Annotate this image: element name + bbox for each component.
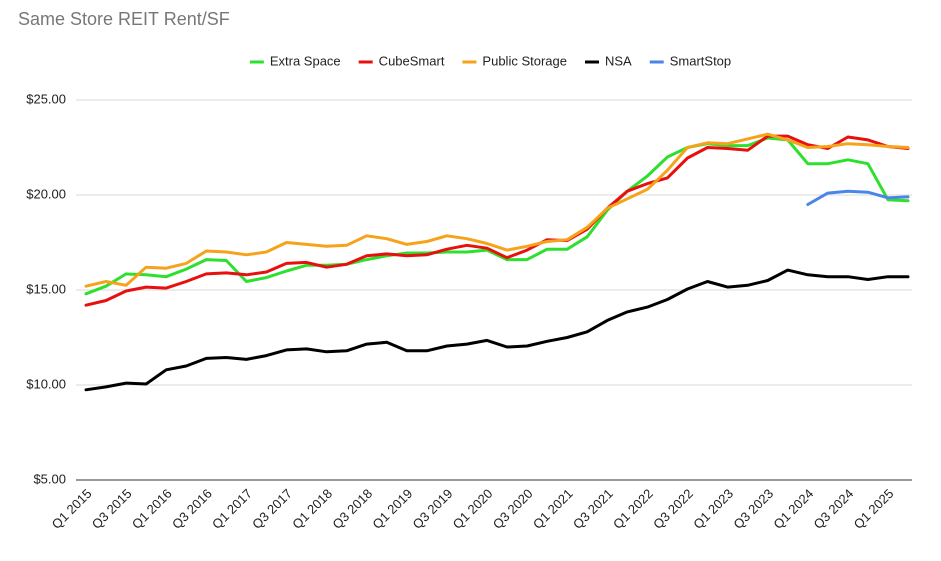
legend-item: CubeSmart	[358, 53, 445, 68]
legend-label: SmartStop	[670, 53, 731, 68]
x-tick-label: Q3 2017	[249, 486, 295, 532]
x-tick-label: Q1 2018	[289, 486, 335, 532]
series-line	[84, 268, 910, 392]
legend-label: Public Storage	[482, 53, 567, 68]
x-tick-label: Q1 2020	[450, 486, 496, 532]
x-tick-label: Q3 2020	[490, 486, 536, 532]
x-tick-label: Q1 2019	[369, 486, 415, 532]
series-line	[84, 134, 910, 307]
x-tick-label: Q3 2023	[730, 486, 776, 532]
series-line	[84, 132, 910, 288]
y-tick-label: $5.00	[33, 471, 66, 486]
x-tick-label: Q3 2019	[410, 486, 456, 532]
x-tick-label: Q1 2024	[770, 486, 816, 532]
x-tick-label: Q1 2025	[851, 486, 897, 532]
x-tick-label: Q3 2018	[329, 486, 375, 532]
series-line	[806, 189, 910, 206]
x-tick-label: Q3 2015	[89, 486, 135, 532]
x-tick-label: Q1 2017	[209, 486, 255, 532]
y-tick-label: $25.00	[26, 91, 66, 106]
legend-item: Extra Space	[249, 53, 341, 68]
legend-item: NSA	[584, 53, 632, 68]
y-tick-label: $20.00	[26, 186, 66, 201]
legend: Extra Space CubeSmart Public Storage NSA Sma…	[249, 53, 731, 68]
legend-label: NSA	[605, 53, 632, 68]
x-tick-label: Q3 2016	[169, 486, 215, 532]
legend-label: Extra Space	[270, 53, 341, 68]
x-tick-label: Q1 2023	[690, 486, 736, 532]
series-line	[84, 136, 910, 296]
x-tick-label: Q1 2016	[129, 486, 175, 532]
legend-item: Public Storage	[462, 53, 567, 68]
x-tick-label: Q3 2024	[811, 486, 857, 532]
x-tick-label: Q1 2021	[530, 486, 576, 532]
x-tick-label: Q1 2022	[610, 486, 656, 532]
x-tick-label: Q3 2021	[570, 486, 616, 532]
y-tick-label: $10.00	[26, 376, 66, 391]
chart-title: Same Store REIT Rent/SF	[18, 9, 230, 29]
x-tick-label: Q1 2015	[49, 486, 95, 532]
x-tick-label: Q3 2022	[650, 486, 696, 532]
y-tick-label: $15.00	[26, 281, 66, 296]
legend-item: SmartStop	[649, 53, 731, 68]
legend-label: CubeSmart	[379, 53, 445, 68]
